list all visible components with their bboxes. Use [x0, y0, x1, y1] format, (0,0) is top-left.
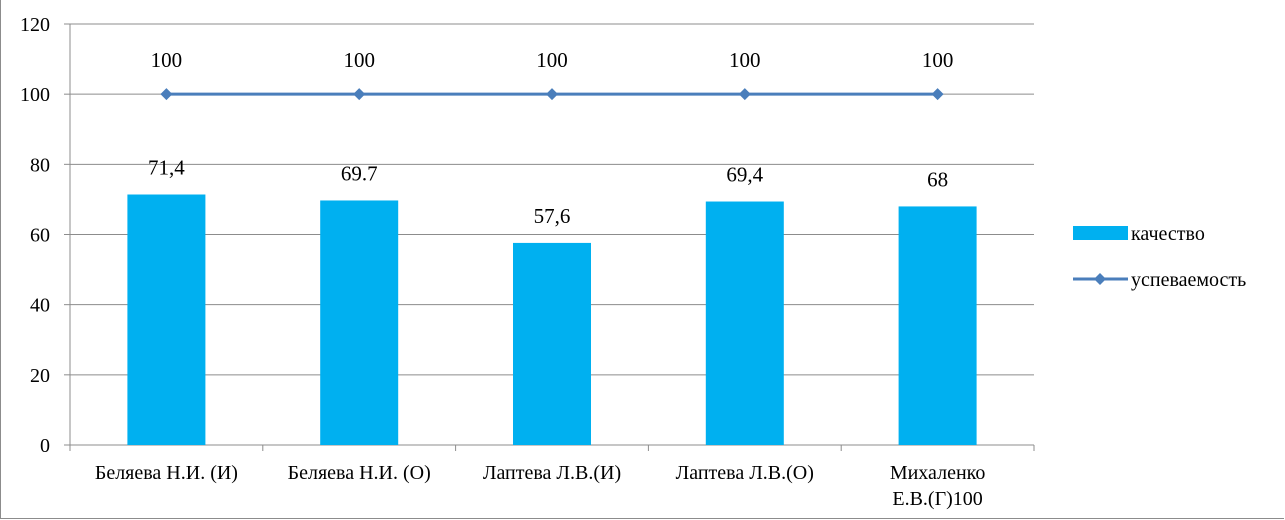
legend-swatch-bar: [1073, 226, 1128, 240]
x-tick-label: Лаптева Л.В.(И): [483, 462, 621, 484]
line-point-marker: [931, 88, 944, 101]
y-tick-label: 60: [30, 225, 50, 247]
x-tick-label: Беляева Н.И. (О): [288, 462, 431, 484]
x-tick-label: Е.В.(Г)100: [892, 488, 982, 510]
x-tick-label: Беляева Н.И. (И): [95, 462, 238, 484]
line-data-label: 100: [536, 48, 568, 72]
bar-data-label: 69,4: [726, 163, 763, 187]
line-point-marker: [738, 88, 751, 101]
y-tick-label: 20: [30, 365, 50, 387]
y-tick-label: 100: [20, 84, 50, 106]
legend-marker-diamond: [1094, 273, 1106, 285]
bar: [320, 200, 399, 445]
line-data-label: 100: [343, 48, 375, 72]
line-point-marker: [160, 88, 173, 101]
line-point-marker: [353, 88, 366, 101]
y-tick-label: 80: [30, 154, 50, 176]
x-tick-label: Михаленко: [890, 462, 986, 484]
y-tick-label: 120: [20, 14, 50, 36]
legend-label: успеваемость: [1131, 269, 1246, 291]
bar-data-label: 68: [927, 167, 948, 191]
x-tick-label: Лаптева Л.В.(О): [676, 462, 814, 484]
bar-data-label: 69.7: [341, 161, 378, 185]
line-data-label: 100: [151, 48, 183, 72]
line-data-label: 100: [729, 48, 761, 72]
bar: [513, 242, 591, 445]
bar: [127, 194, 206, 445]
bar: [898, 206, 977, 445]
bar-data-label: 71,4: [148, 156, 185, 180]
legend-label: качество: [1131, 223, 1205, 245]
bar: [705, 201, 784, 445]
line-data-label: 100: [922, 48, 954, 72]
y-tick-label: 0: [40, 435, 50, 457]
bar-data-label: 57,6: [534, 204, 571, 228]
y-tick-label: 40: [30, 295, 50, 317]
line-point-marker: [546, 88, 558, 101]
